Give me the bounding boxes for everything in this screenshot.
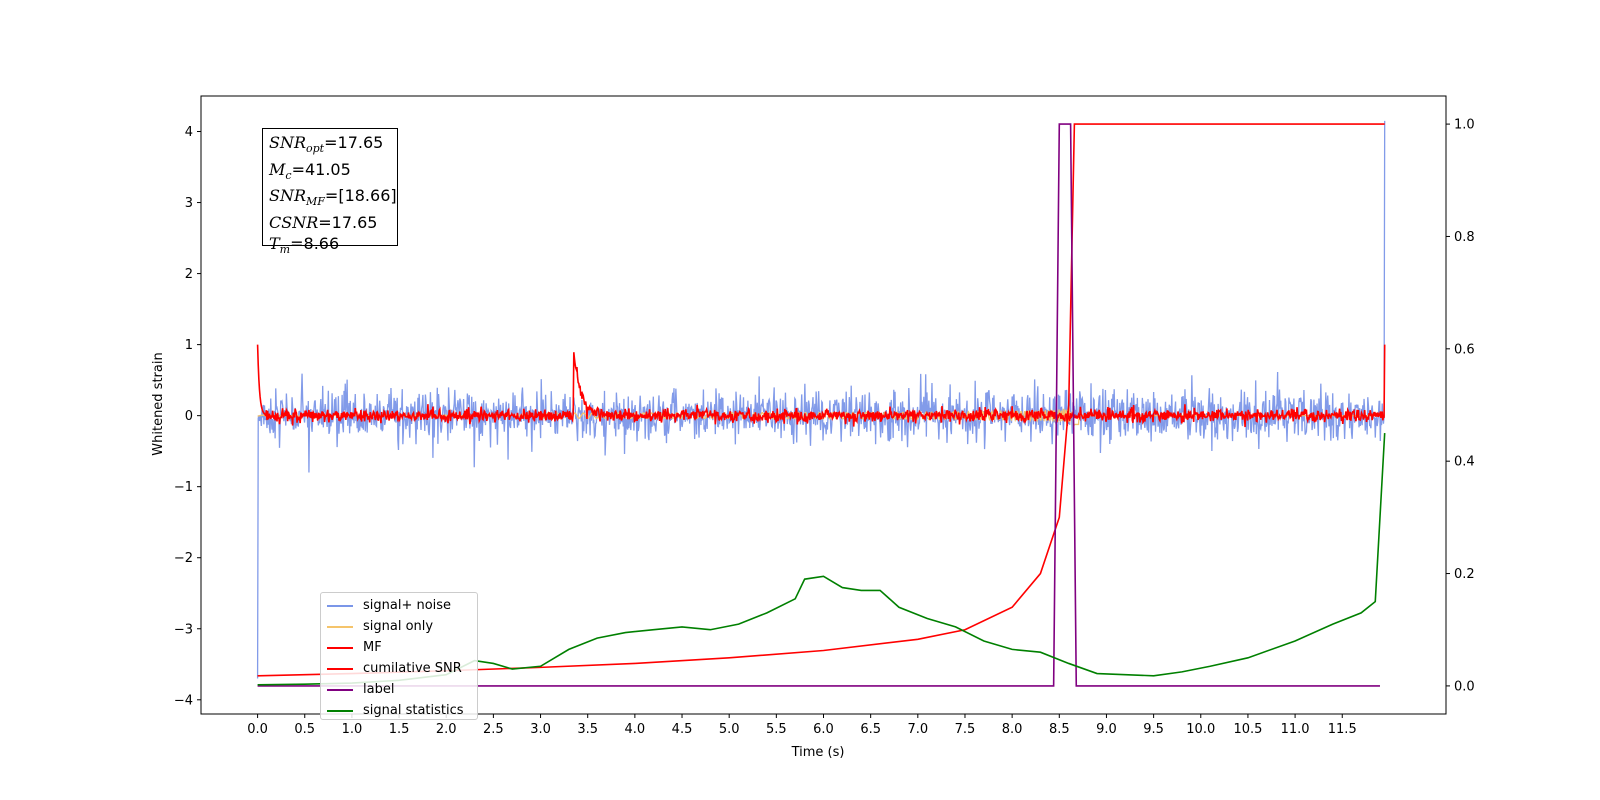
csnr-value: =17.65: [318, 213, 378, 233]
x-tick-label: 0.5: [294, 722, 315, 737]
x-tick-label: 1.5: [389, 722, 410, 737]
legend-label: signal only: [363, 619, 434, 634]
legend-label: cumilative SNR: [363, 661, 462, 676]
y-right-tick-label: 0.4: [1454, 455, 1475, 470]
y-left-tick-label: −2: [174, 551, 193, 566]
legend-item: signal only: [327, 616, 471, 637]
annotation-box: SNRopt=17.65 Mc=41.05 SNRMF=[18.66] CSNR…: [262, 128, 398, 256]
legend-swatch: [327, 667, 353, 670]
y-right-tick-label: 1.0: [1454, 118, 1475, 133]
x-tick-label: 3.0: [530, 722, 551, 737]
legend-item: MF: [327, 637, 471, 658]
x-tick-label: 11.5: [1328, 722, 1357, 737]
series-label: [257, 123, 1380, 687]
y-right-tick-label: 0.0: [1454, 679, 1475, 694]
x-tick-label: 4.5: [672, 722, 693, 737]
x-tick-label: 5.5: [766, 722, 787, 737]
tm-value: =8.66: [290, 233, 340, 253]
snr-opt-line: SNRopt=17.65: [269, 133, 384, 156]
y-right-tick-label: 0.2: [1454, 567, 1475, 582]
y-right-tick-label: 0.8: [1454, 230, 1475, 245]
x-tick-label: 4.0: [625, 722, 646, 737]
legend-item: label: [327, 679, 471, 700]
x-tick-label: 11.0: [1281, 722, 1310, 737]
x-tick-label: 3.5: [577, 722, 598, 737]
snr-mf-line: SNRMF=[18.66]: [269, 186, 397, 209]
x-tick-label: 10.5: [1233, 722, 1262, 737]
y-left-tick-label: −4: [174, 693, 193, 708]
x-axis-label: Time (s): [791, 745, 845, 760]
series-signal-only: [257, 407, 1385, 429]
plot-area: [256, 120, 1386, 687]
x-tick-label: 7.5: [955, 722, 976, 737]
x-tick-label: 8.5: [1049, 722, 1070, 737]
x-tick-label: 5.0: [719, 722, 740, 737]
legend-label: label: [363, 682, 395, 697]
csnr-line: CSNR=17.65: [269, 213, 378, 233]
x-tick-label: 2.0: [436, 722, 457, 737]
x-tick-label: 6.5: [860, 722, 881, 737]
legend-item: signal+ noise: [327, 595, 471, 616]
x-tick-label: 1.0: [342, 722, 363, 737]
y-axis-label: Whitened strain: [151, 352, 166, 455]
x-tick-label: 6.0: [813, 722, 834, 737]
x-tick-label: 8.0: [1002, 722, 1023, 737]
x-tick-label: 9.0: [1096, 722, 1117, 737]
snr-mf-value: =[18.66]: [324, 186, 397, 206]
legend-label: MF: [363, 640, 382, 655]
legend-swatch: [327, 709, 353, 712]
mc-line: Mc=41.05: [269, 159, 351, 182]
x-tick-label: 0.0: [247, 722, 268, 737]
mc-value: =41.05: [291, 159, 351, 179]
legend: signal+ noise signal only MF cumilative …: [320, 592, 478, 720]
y-left-tick-label: 3: [185, 196, 193, 211]
legend-swatch: [327, 688, 353, 691]
series-signal-statistics: [257, 433, 1386, 686]
axes: 0.0 0.5 1.0 1.5 2.0 2.5 3.0 3.5 4.0 4.5 5.0 5.5 6.0 6…: [174, 95, 1475, 737]
series-mf: [256, 344, 1386, 428]
legend-swatch: [327, 646, 353, 649]
legend-swatch: [327, 625, 353, 628]
y-left-tick-label: 4: [185, 125, 193, 140]
x-tick-label: 7.0: [907, 722, 928, 737]
legend-item: signal statistics: [327, 700, 471, 721]
y-left-tick-label: −1: [174, 480, 193, 495]
y-left-tick-label: 1: [185, 338, 193, 353]
legend-label: signal+ noise: [363, 598, 452, 613]
x-tick-label: 2.5: [483, 722, 504, 737]
series-group: [256, 120, 1386, 687]
y-right-tick-label: 0.6: [1454, 342, 1475, 357]
series-signal-noise: [256, 120, 1386, 679]
y-left-tick-label: 2: [185, 267, 193, 282]
legend-swatch: [327, 604, 353, 607]
x-tick-label: 10.0: [1186, 722, 1215, 737]
tm-line: Tm=8.66: [269, 233, 340, 256]
legend-label: signal statistics: [363, 703, 464, 718]
legend-item: cumilative SNR: [327, 658, 471, 679]
y-left-tick-label: 0: [185, 409, 193, 424]
x-tick-label: 9.5: [1143, 722, 1164, 737]
y-left-tick-label: −3: [174, 622, 193, 637]
snr-opt-value: =17.65: [324, 133, 384, 152]
